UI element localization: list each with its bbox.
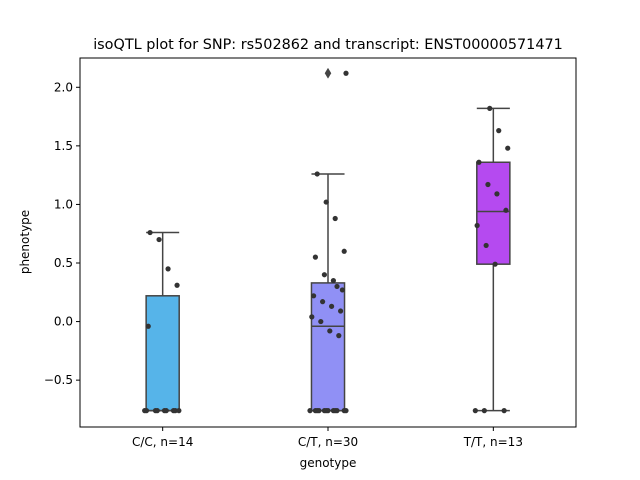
data-point	[327, 328, 333, 334]
chart-title: isoQTL plot for SNP: rs502862 and transc…	[93, 37, 563, 53]
data-point	[501, 408, 507, 414]
data-point	[156, 236, 162, 243]
data-point	[321, 272, 327, 278]
data-point	[474, 222, 480, 229]
data-point	[503, 207, 509, 213]
plot-area	[142, 67, 511, 414]
data-point	[334, 283, 340, 290]
data-point	[330, 277, 336, 284]
box-group	[145, 231, 180, 412]
box-rect	[310, 282, 346, 412]
data-point	[307, 408, 313, 414]
x-axis-label: genotype	[300, 456, 357, 470]
data-point	[472, 408, 478, 414]
data-point	[312, 254, 318, 260]
data-point	[176, 408, 182, 414]
data-point	[165, 266, 171, 272]
y-tick-label: 0.0	[54, 315, 73, 329]
data-point	[174, 282, 180, 288]
y-tick-label: 1.0	[54, 197, 73, 211]
data-point	[172, 408, 178, 414]
box-rect	[476, 161, 511, 265]
data-point	[320, 299, 326, 305]
data-point	[323, 199, 329, 205]
data-point	[339, 287, 345, 293]
data-point	[341, 248, 347, 254]
data-point	[316, 408, 322, 414]
data-point	[311, 293, 317, 299]
data-point	[147, 229, 153, 236]
x-tick-label: C/T, n=30	[298, 435, 358, 449]
data-point	[334, 408, 340, 414]
box-rect	[145, 295, 180, 412]
data-point	[143, 408, 150, 414]
data-point	[163, 408, 169, 414]
data-point	[154, 408, 160, 414]
y-axis-label: phenotype	[18, 210, 32, 274]
data-point	[485, 181, 491, 188]
y-tick-label: 1.5	[54, 139, 73, 153]
strip-points	[307, 70, 349, 414]
data-point	[314, 171, 320, 177]
data-point	[505, 145, 511, 151]
data-point	[336, 333, 342, 339]
y-tick-label: 0.5	[54, 256, 73, 270]
strip-points	[472, 105, 511, 414]
strip-points	[142, 229, 182, 414]
data-point	[483, 242, 489, 249]
data-point	[343, 70, 349, 76]
data-point	[309, 314, 315, 320]
x-tick-label: T/T, n=13	[463, 435, 523, 449]
box-group	[476, 107, 511, 412]
data-point	[496, 128, 502, 134]
data-point	[481, 408, 487, 414]
x-axis: C/C, n=14 C/T, n=30 T/T, n=13	[132, 427, 523, 449]
y-axis: −0.5 0.0 0.5 1.0 1.5 2.0	[44, 80, 80, 387]
data-point	[343, 408, 349, 414]
data-point	[492, 261, 498, 267]
data-point	[145, 323, 151, 329]
data-point	[318, 318, 324, 325]
data-point	[332, 215, 338, 222]
outlier-marker	[324, 67, 332, 79]
y-tick-label: 2.0	[54, 80, 73, 94]
x-tick-label: C/C, n=14	[132, 435, 193, 449]
box-group	[310, 67, 346, 412]
data-point	[338, 308, 344, 314]
y-tick-label: −0.5	[44, 373, 73, 387]
data-point	[476, 159, 482, 165]
data-point	[325, 408, 331, 414]
data-point	[494, 191, 500, 197]
data-point	[487, 105, 493, 111]
data-point	[329, 303, 335, 309]
